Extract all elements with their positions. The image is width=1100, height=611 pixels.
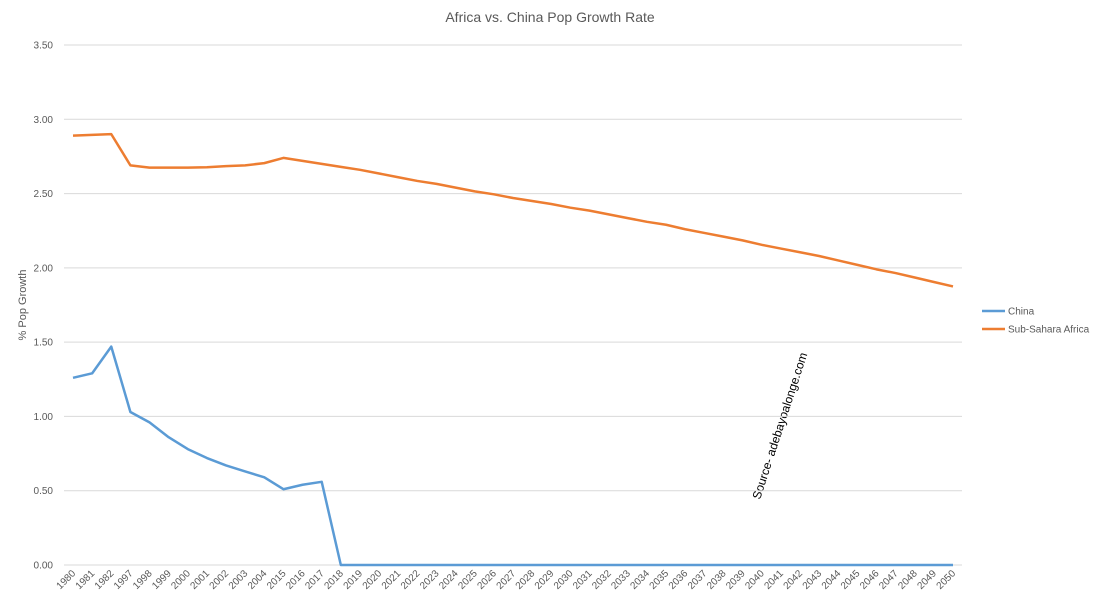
y-tick-label: 2.50 [34,189,54,200]
x-tick-label: 2029 [533,568,557,592]
y-tick-label: 2.00 [34,263,54,274]
series-line [72,132,954,288]
x-tick-label: 2021 [380,568,404,592]
x-tick-label: 2037 [686,568,710,592]
x-tick-label: 2042 [782,568,806,592]
x-tick-label: 2033 [609,568,633,592]
x-tick-label: 2032 [590,568,614,592]
x-tick-label: 2041 [762,568,786,592]
x-tick-label: 2000 [169,568,193,592]
x-tick-label: 2038 [705,568,729,592]
series-line [72,345,953,567]
x-tick-label: 2040 [743,568,767,592]
x-tick-label: 2023 [418,568,442,592]
x-tick-label: 2034 [629,568,653,592]
x-tick-label: 2044 [820,568,844,592]
x-tick-label: 1980 [55,568,79,592]
x-tick-label: 1999 [150,568,174,592]
x-tick-label: 2036 [667,568,691,592]
x-tick-label: 1997 [112,568,136,592]
x-tick-label: 2028 [514,568,538,592]
x-tick-label: 2039 [724,568,748,592]
x-tick-label: 2043 [801,568,825,592]
y-tick-label: 0.50 [34,486,54,497]
x-tick-label: 2048 [896,568,920,592]
x-tick-label: 2031 [571,568,595,592]
x-tick-label: 2015 [265,568,289,592]
x-tick-label: 1998 [131,568,155,592]
x-tick-label: 2027 [495,568,519,592]
x-tick-label: 2049 [915,568,939,592]
x-tick-label: 1981 [74,568,98,592]
x-tick-label: 2026 [475,568,499,592]
x-tick-label: 2018 [322,568,346,592]
x-tick-label: 2017 [303,568,327,592]
y-tick-label: 1.00 [34,412,54,423]
y-tick-label: 3.50 [34,41,54,52]
x-tick-label: 1982 [93,568,117,592]
y-tick-label: 3.00 [34,115,54,126]
x-tick-label: 2046 [858,568,882,592]
legend-label: Sub-Sahara Africa [1008,325,1090,336]
y-tick-label: 1.50 [34,338,54,349]
x-tick-label: 2002 [208,568,232,592]
chart-title: Africa vs. China Pop Growth Rate [445,9,655,25]
x-tick-label: 2050 [935,568,959,592]
x-tick-label: 2030 [552,568,576,592]
x-tick-label: 2020 [361,568,385,592]
x-tick-label: 2003 [227,568,251,592]
x-tick-label: 2045 [839,568,863,592]
x-tick-label: 2022 [399,568,423,592]
y-tick-label: 0.00 [34,561,54,572]
x-tick-label: 2019 [342,568,366,592]
x-tick-label: 2016 [284,568,308,592]
y-axis-label: % Pop Growth [17,270,29,341]
legend-label: China [1008,307,1035,318]
x-tick-label: 2035 [648,568,672,592]
x-tick-label: 2004 [246,568,270,592]
x-tick-label: 2047 [877,568,901,592]
x-tick-label: 2001 [189,568,213,592]
x-tick-label: 2025 [456,568,480,592]
x-tick-label: 2024 [437,568,461,592]
annotation: Source- adebayoalonge.com [750,351,811,501]
